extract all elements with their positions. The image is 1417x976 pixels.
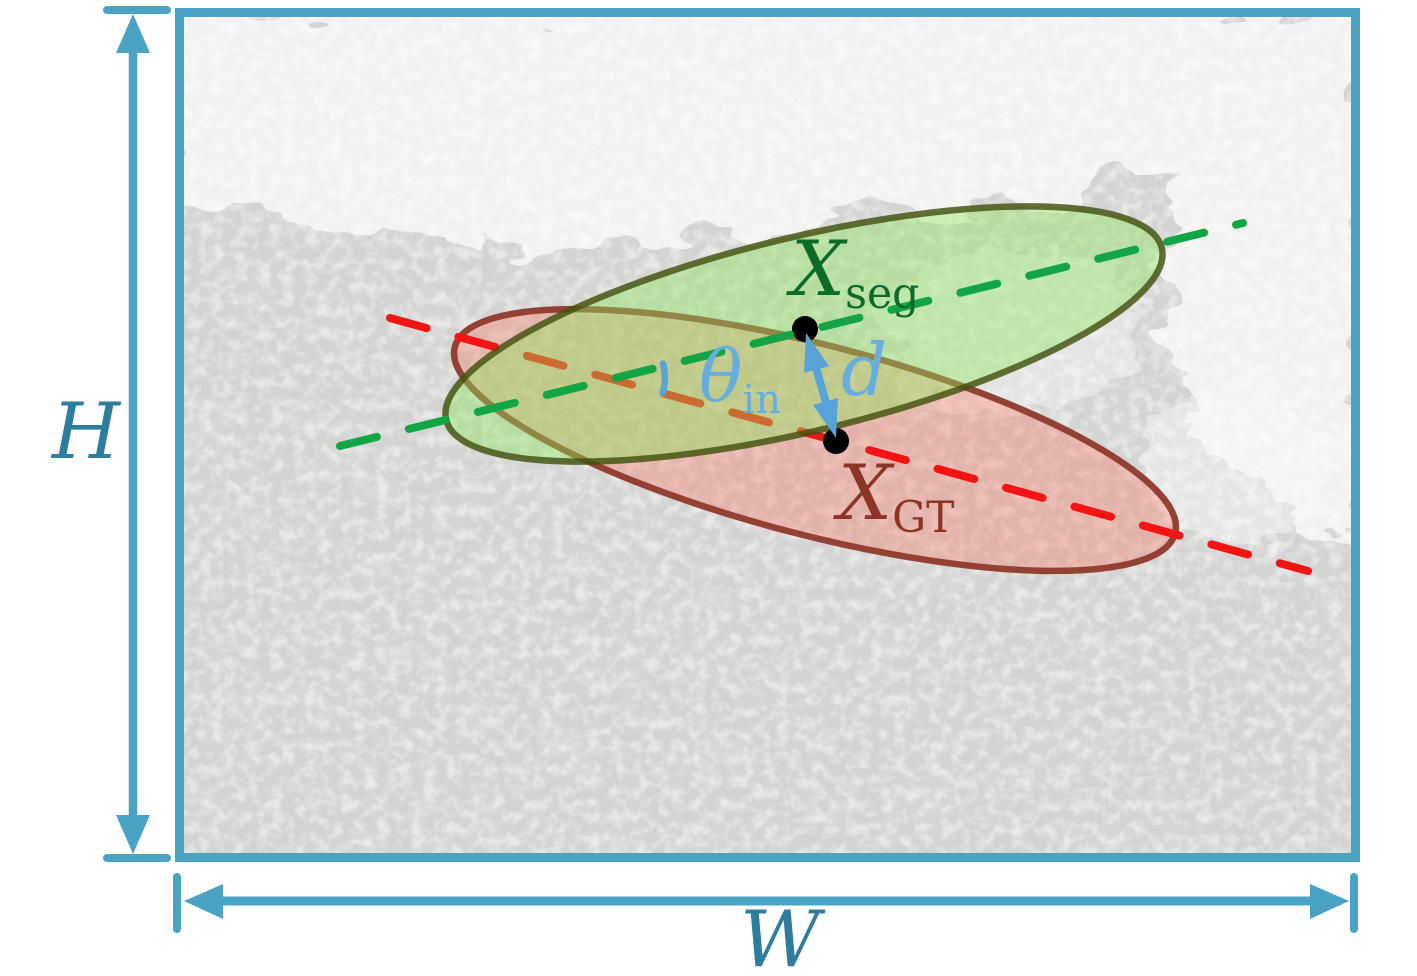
gt-label-main: X [838, 448, 893, 537]
height-arrowhead-bottom [116, 815, 150, 854]
distance-arrow [804, 333, 838, 438]
gt-center-dot [823, 428, 849, 454]
height-label-text: H [52, 387, 121, 477]
background-image [183, 16, 1352, 853]
width-arrowhead-left [184, 884, 223, 919]
seg-major-axis [336, 219, 1247, 450]
angle-label-sub: in [742, 376, 782, 424]
gt-label-sub: GT [892, 492, 955, 543]
width-arrowhead-right [1310, 884, 1349, 919]
gt-major-axis [386, 314, 1312, 575]
seg-label: Xseg [791, 231, 919, 316]
width-label: W [740, 901, 820, 976]
distance-arrowhead-top [804, 333, 829, 373]
height-arrowhead-top [116, 14, 150, 53]
width-label-text: W [740, 895, 821, 976]
distance-label: d [841, 334, 887, 406]
angle-label: θin [699, 340, 781, 420]
angle-label-main: θ [699, 334, 743, 418]
height-arrow [103, 6, 171, 862]
gt-label: XGT [838, 455, 954, 540]
distance-arrowhead-bottom [813, 398, 838, 438]
seg-label-sub: seg [845, 268, 920, 319]
diagram-shapes [336, 203, 1312, 575]
distance-label-text: d [841, 328, 888, 412]
width-arrow [173, 873, 1358, 933]
image-frame [175, 8, 1360, 862]
angle-arc [659, 360, 669, 397]
seg-center-dot [792, 316, 818, 342]
seg-label-main: X [791, 224, 846, 313]
height-label: H [52, 393, 120, 471]
